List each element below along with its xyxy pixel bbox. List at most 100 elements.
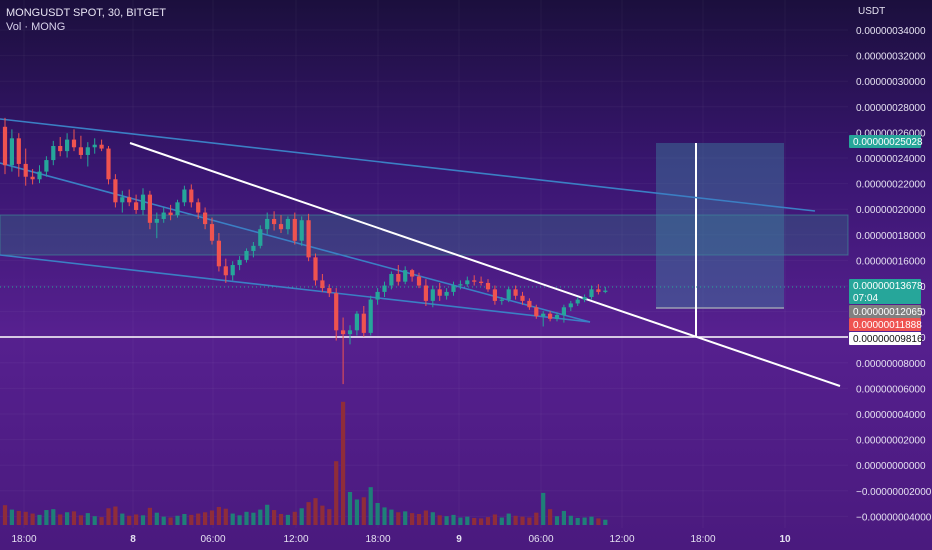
price-label-target <box>849 135 921 148</box>
candle-body <box>51 146 56 161</box>
candle-body <box>258 229 263 246</box>
x-tick-label: 8 <box>130 534 136 545</box>
volume-bar <box>30 513 35 525</box>
candle-body <box>520 295 525 301</box>
y-tick-label: −0.00000004000 <box>856 512 932 523</box>
volume-bar <box>285 514 290 525</box>
candle-body <box>299 220 304 241</box>
candle-body <box>541 313 546 317</box>
volume-bar <box>596 518 601 525</box>
long-position-target-box[interactable] <box>656 143 784 308</box>
volume-bar <box>534 512 539 525</box>
candle-body <box>492 289 497 301</box>
volume-bar <box>230 513 235 525</box>
volume-bar <box>9 509 14 525</box>
volume-bar <box>541 492 546 525</box>
volume-bar <box>99 517 104 525</box>
price-label-current <box>849 279 921 304</box>
candle-body <box>313 257 318 281</box>
volume-bar <box>361 497 366 525</box>
candle-body <box>265 218 270 230</box>
candle-body <box>347 330 353 335</box>
volume-bar <box>216 506 221 525</box>
y-tick-label: 0.00000016000 <box>856 256 926 267</box>
volume-bar <box>237 515 242 525</box>
candle-body <box>106 148 111 180</box>
candle-body <box>147 194 152 223</box>
candle-body <box>341 330 346 335</box>
volume-bar <box>527 517 532 525</box>
candle-body <box>472 280 477 282</box>
candle-body <box>196 202 201 213</box>
volume-bar <box>78 515 83 525</box>
candle-body <box>403 270 408 282</box>
price-label-text: 0.00000013678 <box>853 281 923 292</box>
volume-bar <box>416 514 422 525</box>
volume-bar <box>58 514 63 525</box>
trendline-channel-upper[interactable] <box>0 118 816 212</box>
candle-body <box>92 144 97 148</box>
volume-bar <box>499 517 504 525</box>
volume-bar <box>354 499 359 525</box>
candle-body <box>285 218 290 230</box>
volume-bar <box>37 514 42 525</box>
y-tick-label: 0.00000026000 <box>856 128 926 139</box>
candle-body <box>154 218 159 223</box>
candle-body <box>58 146 63 152</box>
volume-bar <box>2 505 8 525</box>
volume-bar <box>44 510 49 525</box>
candle-body <box>513 289 518 296</box>
y-tick-label: −0.00000002000 <box>856 487 932 498</box>
candle-body <box>582 297 587 300</box>
candle-body <box>554 314 560 319</box>
trendline-channel-lower[interactable] <box>0 254 591 323</box>
y-tick-label: 0.00000008000 <box>856 359 926 370</box>
volume-bar <box>396 512 401 525</box>
candle-body <box>479 281 484 283</box>
candle-body <box>354 313 359 331</box>
candle-body <box>534 307 539 317</box>
trendline-descending-resistance[interactable] <box>129 142 841 387</box>
volume-bar <box>92 516 97 525</box>
candle-body <box>244 250 249 260</box>
volume-bar <box>272 510 277 525</box>
candle-body <box>444 291 449 296</box>
volume-bar <box>313 498 318 525</box>
y-tick-label: 0.00000022000 <box>856 180 926 191</box>
volume-bar <box>196 513 201 525</box>
volume-bar <box>437 515 442 525</box>
price-label-red <box>849 318 921 331</box>
volume-bar <box>479 518 484 525</box>
volume-bar <box>458 517 463 525</box>
x-tick-label: 18:00 <box>690 534 715 545</box>
volume-bar <box>341 401 346 525</box>
candle-body <box>237 259 242 266</box>
volume-bar <box>347 492 353 525</box>
volume-bar <box>113 506 118 525</box>
volume-bar <box>168 517 173 525</box>
y-tick-label: 0.00000024000 <box>856 154 926 165</box>
volume-bar <box>375 503 380 525</box>
volume-bar <box>472 517 477 525</box>
volume-bar <box>492 514 497 525</box>
candle-body <box>465 280 470 285</box>
candle-body <box>278 224 284 230</box>
candle-body <box>334 293 339 331</box>
candle-body <box>451 285 456 292</box>
candle-body <box>99 144 104 149</box>
candle-body <box>16 138 21 164</box>
volume-bar <box>451 514 456 525</box>
x-tick-label: 12:00 <box>283 534 308 545</box>
candle-body <box>416 276 422 286</box>
volume-bar <box>368 487 373 525</box>
volume-bar <box>71 511 77 525</box>
candle-body <box>189 189 194 203</box>
trendlines <box>0 118 841 387</box>
candle-body <box>65 139 70 152</box>
candle-body <box>292 218 297 241</box>
symbol-title[interactable]: MONGUSDT SPOT, 30, BITGET <box>6 7 166 19</box>
candle-body <box>71 139 77 148</box>
volume-indicator-label[interactable]: Vol · MONG <box>6 21 66 33</box>
candle-body <box>78 147 83 155</box>
